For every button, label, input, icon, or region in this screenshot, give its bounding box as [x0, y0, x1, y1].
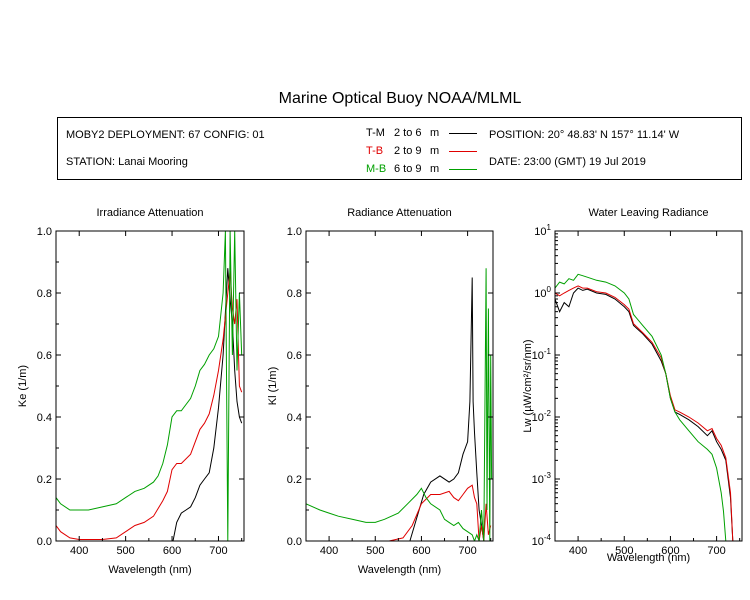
y-tick-label: 0.0 [37, 536, 52, 548]
y-tick-label: 1.0 [287, 226, 302, 238]
chart-title: Irradiance Attenuation [96, 207, 203, 219]
y-tick-label: 10-3 [532, 471, 552, 486]
chart-1: Irradiance Attenuation 400 500 600 700 0.0 0.2… [17, 207, 245, 576]
y-tick-label: 1.0 [37, 226, 52, 238]
series-line-t-m [555, 287, 734, 541]
x-tick-label: 500 [615, 545, 633, 557]
legend-line-mb [449, 169, 477, 170]
y-tick-label: 0.8 [37, 288, 52, 300]
legend-unit-tb: m [430, 145, 440, 157]
series-line-t-m [172, 268, 243, 541]
legend-code-tb: T-B [366, 145, 384, 157]
x-axis-label: Wavelength (nm) [607, 552, 690, 564]
info-box: MOBY2 DEPLOYMENT: 67 CONFIG: 01 STATION:… [57, 117, 742, 180]
legend-line-tb [449, 151, 477, 152]
y-tick-label: 0.6 [37, 350, 52, 362]
series-line-t-b [56, 271, 243, 540]
y-tick-label: 0.0 [287, 536, 302, 548]
x-tick-label: 600 [163, 545, 181, 557]
position-text: POSITION: 20° 48.83' N 157° 11.14' W [489, 129, 680, 141]
plot-frame [554, 230, 743, 542]
chart-title: Water Leaving Radiance [588, 207, 708, 219]
y-tick-label: 100 [534, 285, 551, 300]
y-tick-label: 0.4 [37, 412, 52, 424]
y-tick-label: 0.8 [287, 288, 302, 300]
y-tick-label: 0.6 [287, 350, 302, 362]
chart-title: Radiance Attenuation [347, 207, 452, 219]
x-axis-label: Wavelength (nm) [108, 564, 191, 576]
legend-range-tb: 2 to 9 [394, 145, 422, 157]
y-axis-label: Ke (1/m) [17, 365, 29, 407]
chart-3: Water Leaving Radiance 400 500 600 700 101 100… [522, 207, 743, 564]
series-line-t-b [555, 285, 734, 541]
y-tick-label: 10-1 [532, 347, 552, 362]
x-axis-label: Wavelength (nm) [358, 564, 441, 576]
y-tick-label: 101 [534, 223, 551, 238]
legend-unit-tm: m [430, 127, 440, 139]
station-text: STATION: Lanai Mooring [66, 156, 188, 168]
y-axis-label: Lw (µW/cm²/sr/nm) [522, 339, 534, 432]
legend-unit-mb: m [430, 163, 440, 175]
y-tick-label: 10-2 [532, 409, 552, 424]
x-tick-label: 500 [116, 545, 134, 557]
series-line-m-b [555, 273, 727, 541]
x-tick-label: 400 [320, 545, 338, 557]
series-line-m-b [56, 231, 243, 541]
series-line-m-b [306, 268, 493, 541]
y-tick-label: 0.4 [287, 412, 302, 424]
legend-code-tm: T-M [366, 127, 385, 139]
x-tick-label: 600 [661, 545, 679, 557]
page-title: Marine Optical Buoy NOAA/MLML [278, 90, 522, 107]
y-axis-label: Kl (1/m) [267, 367, 279, 406]
legend-line-tm [449, 133, 477, 134]
date-text: DATE: 23:00 (GMT) 19 Jul 2019 [489, 156, 646, 168]
x-tick-label: 400 [569, 545, 587, 557]
legend-code-mb: M-B [366, 163, 387, 175]
chart-2: Radiance Attenuation 400 500 600 700 0.0 0.2 0.… [267, 207, 494, 576]
x-tick-label: 500 [366, 545, 384, 557]
x-tick-label: 600 [412, 545, 430, 557]
x-tick-label: 400 [70, 545, 88, 557]
x-tick-label: 700 [209, 545, 227, 557]
legend-range-tm: 2 to 6 [394, 127, 422, 139]
series-line-t-b [306, 484, 492, 541]
series-line-t-m [409, 277, 487, 541]
plot-frame [305, 230, 494, 542]
y-tick-label: 0.2 [287, 474, 302, 486]
deployment-text: MOBY2 DEPLOYMENT: 67 CONFIG: 01 [66, 129, 265, 141]
y-tick-label: 10-4 [532, 533, 552, 548]
x-tick-label: 700 [458, 545, 476, 557]
legend-range-mb: 6 to 9 [394, 163, 422, 175]
y-tick-label: 0.2 [37, 474, 52, 486]
x-tick-label: 700 [707, 545, 725, 557]
